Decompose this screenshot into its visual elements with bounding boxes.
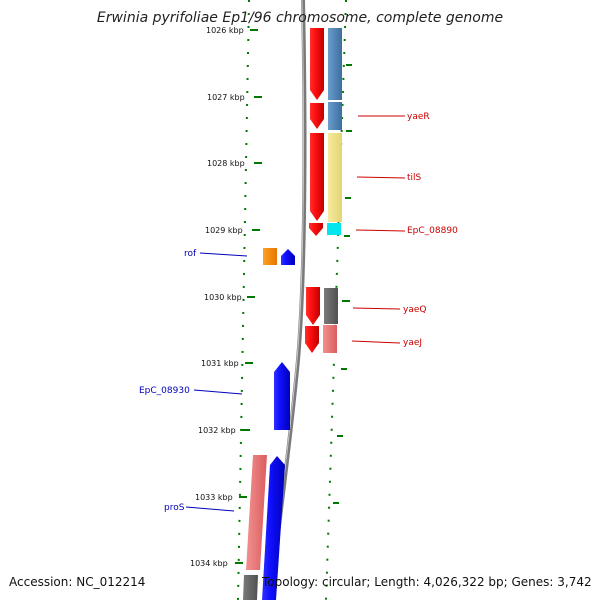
gene-arrow-tilS[interactable] xyxy=(310,133,324,221)
label-leaders xyxy=(185,115,406,512)
tick-label: 1028 kbp xyxy=(207,159,245,168)
gene-arrow[interactable] xyxy=(310,28,324,100)
scale-ticks: 1026 kbp 1027 kbp 1028 kbp 1029 kbp 1030… xyxy=(190,26,262,568)
steel-feature[interactable] xyxy=(328,102,342,130)
tick-label: 1030 kbp xyxy=(204,293,242,302)
gene-label-EpC_08930[interactable]: EpC_08930 xyxy=(139,386,190,396)
tick-label: 1031 kbp xyxy=(201,359,239,368)
orange-feature[interactable] xyxy=(263,248,277,265)
tick-label: 1027 kbp xyxy=(207,93,245,102)
gray-feature[interactable] xyxy=(324,288,338,324)
tick-label: 1033 kbp xyxy=(195,493,233,502)
cyan-feature[interactable] xyxy=(327,223,341,235)
genome-summary-text: Topology: circular; Length: 4,026,322 bp… xyxy=(262,575,592,589)
map-title: Erwinia pyrifoliae Ep1/96 chromosome, co… xyxy=(96,10,504,26)
inner-minor-ticks xyxy=(333,64,352,504)
gene-arrow-EpC_08890[interactable] xyxy=(309,223,323,236)
khaki-feature[interactable] xyxy=(328,133,342,222)
gene-label-tilS[interactable]: tilS xyxy=(407,173,422,183)
pink-feature[interactable] xyxy=(323,325,337,353)
gray-feature-left[interactable] xyxy=(243,575,258,600)
gene-label-rof[interactable]: rof xyxy=(184,249,197,259)
gene-label-proS[interactable]: proS xyxy=(164,503,185,513)
gene-arrow-yaeJ[interactable] xyxy=(305,326,319,353)
tick-label: 1026 kbp xyxy=(206,26,244,35)
steel-feature[interactable] xyxy=(328,28,342,100)
reverse-genes xyxy=(243,248,295,600)
gene-labels: yaeR tilS EpC_08890 rof yaeQ yaeJ EpC_08… xyxy=(139,112,458,513)
feature-blocks xyxy=(323,28,342,353)
accession-text: Accession: NC_012214 xyxy=(9,575,146,589)
tick-label: 1032 kbp xyxy=(198,426,236,435)
gene-arrow-yaeR[interactable] xyxy=(310,103,324,129)
gene-arrow-yaeQ[interactable] xyxy=(306,287,320,325)
outer-tick-ruler xyxy=(237,0,250,600)
gene-arrow-proS[interactable] xyxy=(262,456,285,600)
gene-label-EpC_08890[interactable]: EpC_08890 xyxy=(407,226,458,236)
gene-arrow-rof[interactable] xyxy=(281,249,295,265)
gene-label-yaeJ[interactable]: yaeJ xyxy=(403,338,422,348)
tick-label: 1034 kbp xyxy=(190,559,228,568)
forward-genes xyxy=(305,28,324,353)
pink-feature-left[interactable] xyxy=(246,455,267,570)
gene-arrow-EpC_08930[interactable] xyxy=(274,362,290,430)
gene-label-yaeQ[interactable]: yaeQ xyxy=(403,305,426,315)
gene-label-yaeR[interactable]: yaeR xyxy=(407,112,430,122)
tick-label: 1029 kbp xyxy=(205,226,243,235)
